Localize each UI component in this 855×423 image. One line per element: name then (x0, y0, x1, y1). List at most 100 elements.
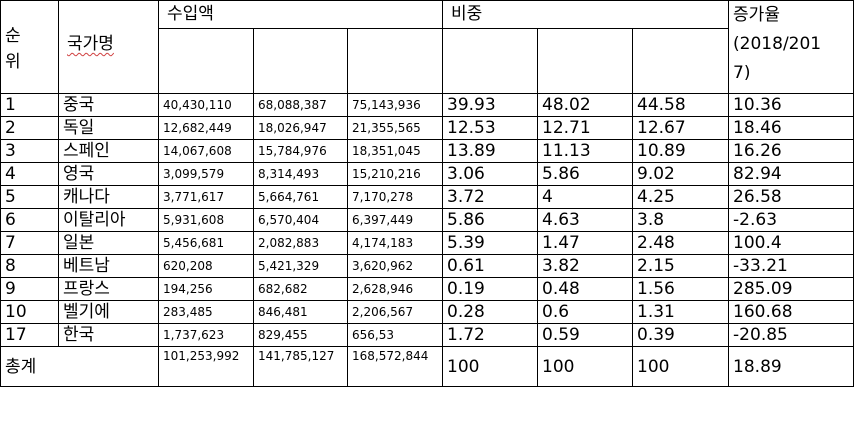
import-header: 수입액 (157, 0, 444, 29)
growth-cell: 285.09 (728, 277, 855, 301)
share-cell-2: 11.13 (537, 139, 634, 163)
growth-header-line3: 7) (733, 63, 751, 83)
rank-header-line2: 위 (5, 52, 21, 72)
growth-cell: 18.46 (728, 116, 855, 140)
rank-cell: 17 (0, 323, 59, 347)
share-year-1 (442, 28, 539, 94)
total-row: 총계 101,253,992 141,785,127 168,572,844 1… (0, 346, 855, 387)
rank-header-line1: 순 (5, 26, 21, 46)
growth-cell: 82.94 (728, 162, 855, 186)
country-header: 국가명 (58, 0, 159, 94)
country-cell: 베트남 (58, 254, 159, 278)
share-cell-3: 0.39 (632, 323, 730, 347)
import-cell-1: 14,067,608 (158, 139, 254, 163)
share-cell-2: 48.02 (537, 93, 634, 117)
table-row: 1 중국 40,430,110 68,088,387 75,143,936 39.93 48… (0, 93, 855, 117)
share-cell-3: 2.15 (632, 254, 730, 278)
table-row: 3 스페인 14,067,608 15,784,976 18,351,045 13.89 1… (0, 139, 855, 163)
share-cell-3: 1.31 (632, 300, 730, 324)
share-cell-3: 12.67 (632, 116, 730, 140)
import-cell-2: 68,088,387 (253, 93, 348, 117)
share-header: 비중 (442, 0, 730, 29)
import-cell-2: 5,664,761 (253, 185, 348, 209)
share-cell-3: 4.25 (632, 185, 730, 209)
growth-cell: -2.63 (728, 208, 855, 232)
share-cell-1: 13.89 (442, 139, 539, 163)
share-cell-2: 4 (537, 185, 634, 209)
table-row: 4 영국 3,099,579 8,314,493 15,210,216 3.06 5.86 9… (0, 162, 855, 186)
header-row-1: 순 위 국가명 수입액 비중 증가율 (2018/201 7) (0, 0, 855, 94)
import-cell-3: 15,210,216 (346, 162, 444, 186)
growth-cell: -33.21 (728, 254, 855, 278)
import-year-3 (346, 28, 444, 94)
share-cell-2: 3.82 (537, 254, 634, 278)
total-import-1: 101,253,992 (158, 346, 254, 387)
import-year-1 (158, 28, 254, 94)
total-label: 총계 (0, 346, 159, 387)
import-cell-2: 829,455 (253, 323, 348, 347)
share-year-2 (537, 28, 634, 94)
import-cell-3: 18,351,045 (346, 139, 444, 163)
import-cell-3: 2,206,567 (346, 300, 444, 324)
country-cell: 캐나다 (58, 185, 159, 209)
import-cell-1: 40,430,110 (158, 93, 254, 117)
country-cell: 벨기에 (58, 300, 159, 324)
import-table: 순 위 국가명 수입액 비중 증가율 (2018/201 7) 1 중국 40,43… (0, 0, 855, 387)
share-cell-3: 1.56 (632, 277, 730, 301)
import-cell-1: 194,256 (158, 277, 254, 301)
share-cell-3: 9.02 (632, 162, 730, 186)
share-cell-3: 3.8 (632, 208, 730, 232)
table-row: 17 한국 1,737,623 829,455 656,53 1.72 0.59 0.39 -2… (0, 323, 855, 347)
import-cell-3: 656,53 (346, 323, 444, 347)
share-cell-1: 3.06 (442, 162, 539, 186)
import-cell-1: 283,485 (158, 300, 254, 324)
growth-cell: 16.26 (728, 139, 855, 163)
rank-cell: 8 (0, 254, 59, 278)
country-cell: 프랑스 (58, 277, 159, 301)
import-cell-3: 75,143,936 (346, 93, 444, 117)
rank-cell: 2 (0, 116, 59, 140)
rank-header: 순 위 (0, 0, 59, 94)
rank-cell: 1 (0, 93, 59, 117)
import-cell-2: 846,481 (253, 300, 348, 324)
table-row: 9 프랑스 194,256 682,682 2,628,946 0.19 0.48 1.56 2… (0, 277, 855, 301)
table-row: 8 베트남 620,208 5,421,329 3,620,962 0.61 3.82 2.1… (0, 254, 855, 278)
share-cell-2: 0.48 (537, 277, 634, 301)
import-cell-2: 682,682 (253, 277, 348, 301)
rank-cell: 5 (0, 185, 59, 209)
country-cell: 중국 (58, 93, 159, 117)
share-cell-1: 1.72 (442, 323, 539, 347)
import-cell-3: 7,170,278 (346, 185, 444, 209)
import-cell-2: 15,784,976 (253, 139, 348, 163)
share-cell-1: 3.72 (442, 185, 539, 209)
import-cell-2: 5,421,329 (253, 254, 348, 278)
import-cell-3: 6,397,449 (346, 208, 444, 232)
growth-cell: -20.85 (728, 323, 855, 347)
rank-cell: 7 (0, 231, 59, 255)
table-row: 6 이탈리아 5,931,608 6,570,404 6,397,449 5.86 4.63… (0, 208, 855, 232)
import-cell-1: 3,771,617 (158, 185, 254, 209)
growth-cell: 26.58 (728, 185, 855, 209)
country-header-label: 국가명 (67, 34, 114, 54)
import-cell-1: 5,931,608 (158, 208, 254, 232)
growth-cell: 160.68 (728, 300, 855, 324)
import-cell-2: 2,082,883 (253, 231, 348, 255)
share-cell-1: 0.19 (442, 277, 539, 301)
country-cell: 독일 (58, 116, 159, 140)
share-cell-2: 4.63 (537, 208, 634, 232)
share-cell-2: 1.47 (537, 231, 634, 255)
rank-cell: 4 (0, 162, 59, 186)
import-cell-2: 18,026,947 (253, 116, 348, 140)
total-share-3: 100 (632, 346, 730, 387)
import-cell-1: 12,682,449 (158, 116, 254, 140)
import-cell-3: 21,355,565 (346, 116, 444, 140)
import-header-label: 수입액 (167, 4, 214, 24)
import-cell-1: 3,099,579 (158, 162, 254, 186)
share-cell-1: 5.39 (442, 231, 539, 255)
table-row: 2 독일 12,682,449 18,026,947 21,355,565 12.53 12… (0, 116, 855, 140)
import-cell-2: 8,314,493 (253, 162, 348, 186)
share-cell-1: 5.86 (442, 208, 539, 232)
share-cell-1: 39.93 (442, 93, 539, 117)
growth-header: 증가율 (2018/201 7) (728, 0, 855, 94)
import-cell-1: 620,208 (158, 254, 254, 278)
